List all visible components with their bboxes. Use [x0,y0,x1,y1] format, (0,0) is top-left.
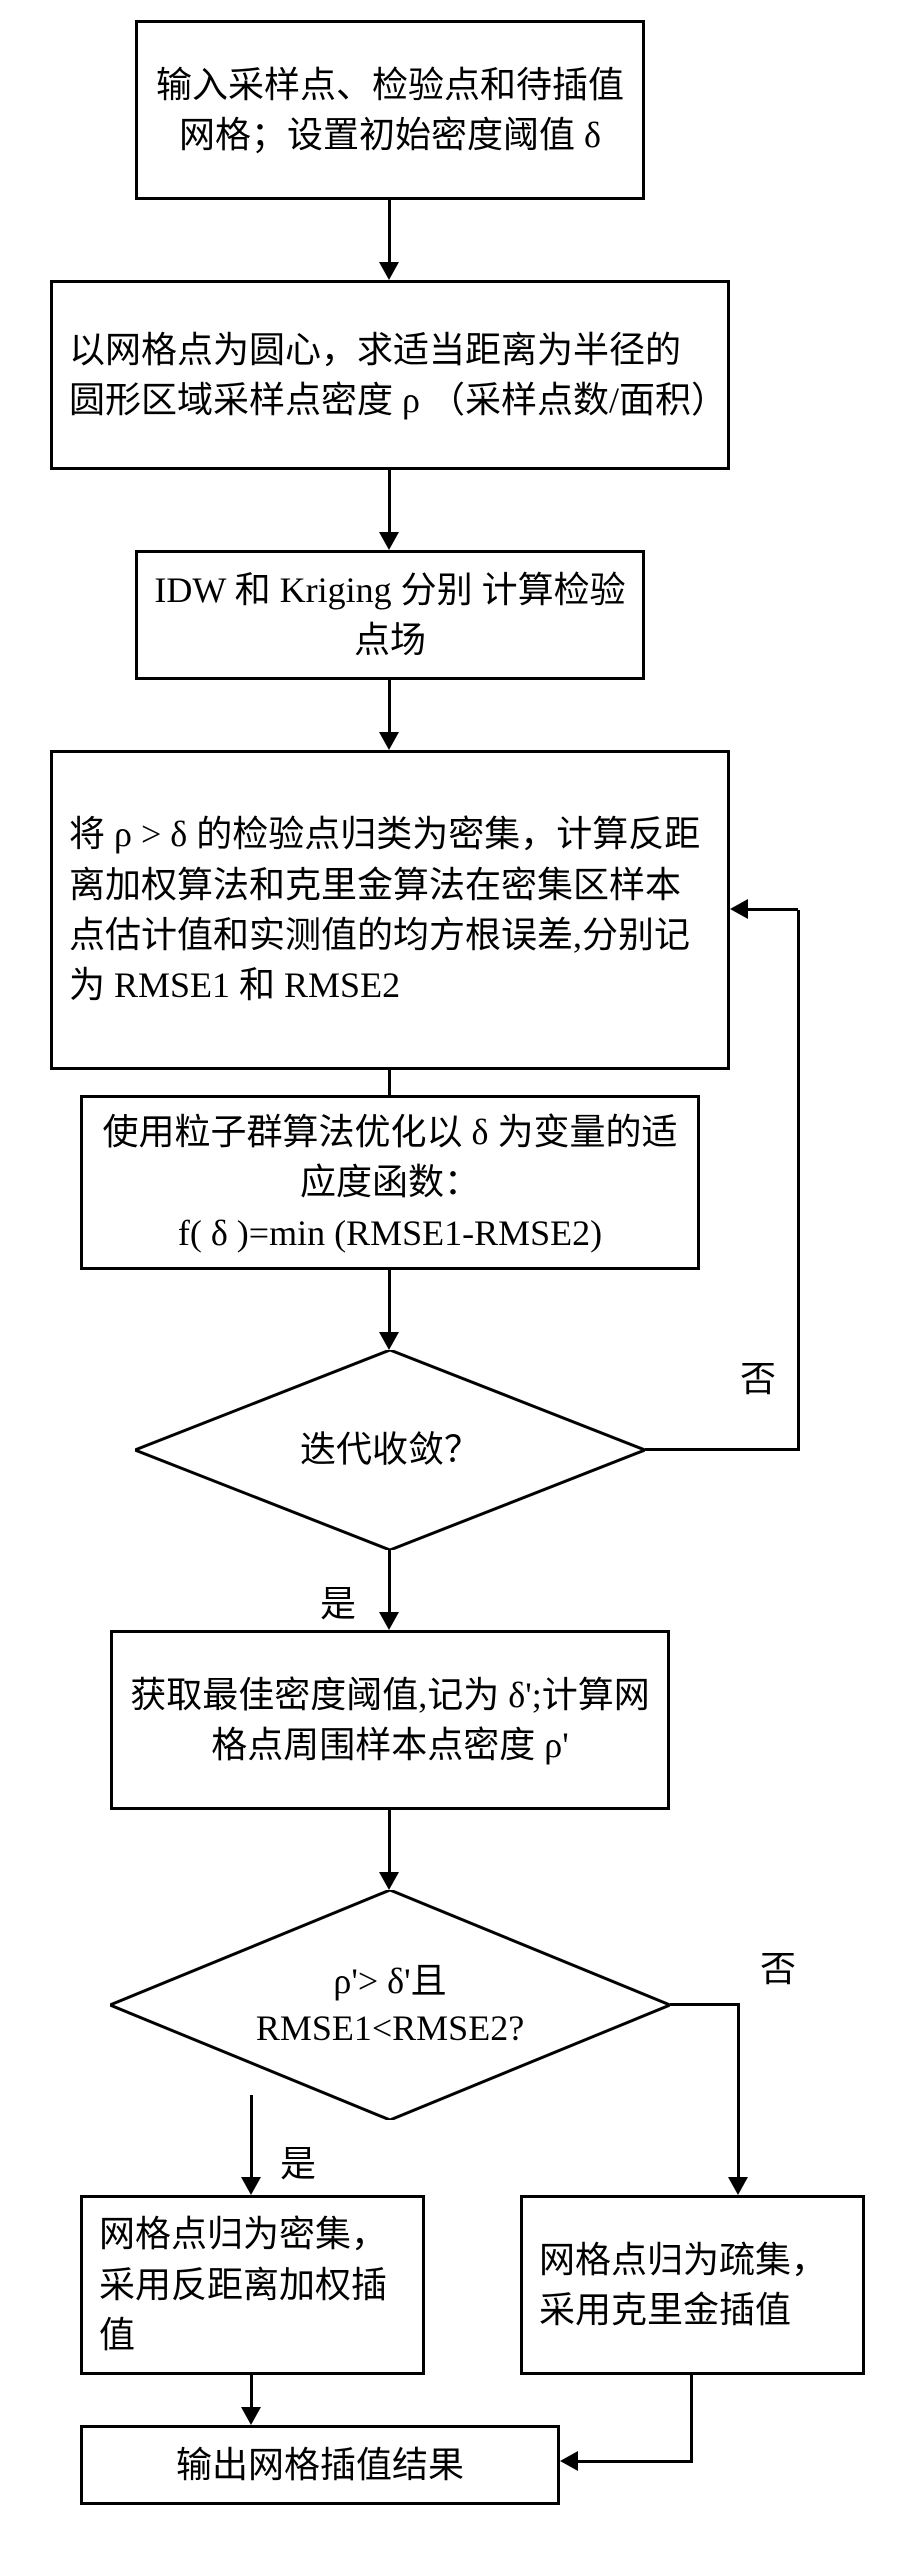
node-text: 将 ρ > δ 的检验点归类为密集，计算反距离加权算法和克里金算法在密集区样本点… [69,809,711,1011]
arrow-head [379,1332,399,1350]
arrow-head [379,532,399,550]
edge [250,2375,253,2407]
node-input: 输入采样点、检验点和待插值网格；设置初始密度阈值 δ [135,20,645,200]
edge-no-loop [645,1448,800,1451]
edge [388,1550,391,1612]
node-density: 以网格点为圆心，求适当距离为半径的圆形区域采样点密度 ρ （采样点数/面积） [50,280,730,470]
node-compare-decision: ρ'> δ'且 RMSE1<RMSE2? [110,1890,670,2120]
node-text: 迭代收敛？ [300,1427,480,1474]
arrow-head [560,2451,578,2471]
arrow-head [379,262,399,280]
node-text: ρ'> δ'且 RMSE1<RMSE2? [256,1958,524,2052]
node-text: 网格点归为疏集，采用克里金插值 [539,2235,846,2336]
arrow-head [379,732,399,750]
edge-no [737,2003,740,2177]
node-text: 以网格点为圆心，求适当距离为半径的圆形区域采样点密度 ρ （采样点数/面积） [69,325,711,426]
node-output: 输出网格插值结果 [80,2425,560,2505]
node-text: 获取最佳密度阈值,记为 δ';计算网格点周围样本点密度 ρ' [129,1670,651,1771]
edge [690,2375,693,2463]
node-converge-decision: 迭代收敛？ [135,1350,645,1550]
node-text: 使用粒子群算法优化以 δ 为变量的适应度函数： f( δ )=min (RMSE… [99,1107,681,1258]
node-sparse-kriging: 网格点归为疏集，采用克里金插值 [520,2195,865,2375]
edge [388,680,391,732]
edge [388,1810,391,1872]
flowchart-container: 输入采样点、检验点和待插值网格；设置初始密度阈值 δ 以网格点为圆心，求适当距离… [20,20,885,2533]
arrow-head [379,1872,399,1890]
edge-no [670,2003,740,2006]
node-text: 输入采样点、检验点和待插值网格；设置初始密度阈值 δ [154,60,626,161]
arrow-head [730,899,748,919]
node-text: IDW 和 Kriging 分别 计算检验点场 [154,565,626,666]
edge [578,2460,693,2463]
edge [388,1270,391,1332]
node-dense-idw: 网格点归为密集，采用反距离加权插值 [80,2195,425,2375]
edge [388,200,391,262]
node-idw-kriging: IDW 和 Kriging 分别 计算检验点场 [135,550,645,680]
edge-no-loop [748,908,798,911]
label-yes: 是 [280,2135,316,2187]
edge [388,470,391,532]
edge-no-loop [797,910,800,1451]
arrow-head [728,2177,748,2195]
node-rmse: 将 ρ > δ 的检验点归类为密集，计算反距离加权算法和克里金算法在密集区样本点… [50,750,730,1070]
edge [250,2095,253,2177]
label-yes: 是 [320,1575,356,1627]
node-text: 输出网格插值结果 [176,2440,464,2490]
arrow-head [241,2177,261,2195]
node-pso: 使用粒子群算法优化以 δ 为变量的适应度函数： f( δ )=min (RMSE… [80,1095,700,1270]
node-text: 网格点归为密集，采用反距离加权插值 [99,2209,406,2360]
arrow-head [241,2407,261,2425]
label-no: 否 [760,1940,796,1992]
arrow-head [379,1612,399,1630]
node-best-threshold: 获取最佳密度阈值,记为 δ';计算网格点周围样本点密度 ρ' [110,1630,670,1810]
label-no: 否 [740,1350,776,1402]
edge [388,1070,391,1095]
